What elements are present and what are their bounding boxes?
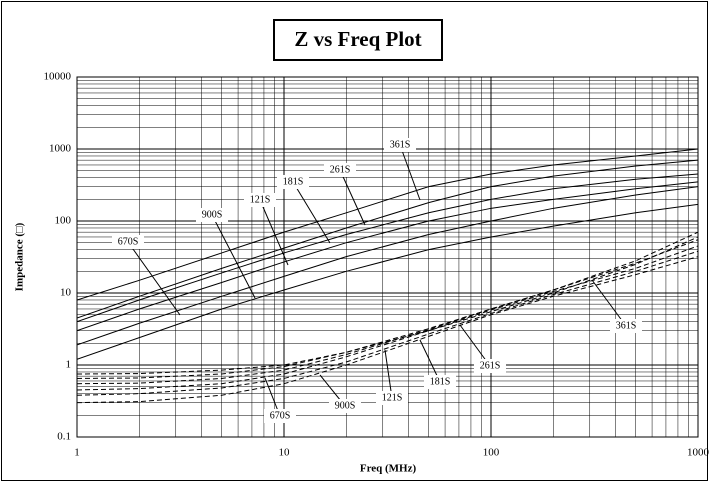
series-label: 900S [335, 400, 356, 411]
label-box [324, 163, 356, 177]
x-axis-label: Freq (MHz) [360, 463, 417, 475]
x-tick-label: 10 [279, 447, 291, 459]
label-box [196, 208, 228, 222]
series-line [77, 239, 698, 385]
series-label: 181S [283, 176, 304, 187]
x-tick-label: 1 [74, 447, 80, 459]
leader-line [211, 214, 256, 299]
series-line [77, 236, 698, 375]
leader-line [591, 279, 627, 327]
series-line [77, 245, 698, 391]
y-tick-label: 1 [66, 359, 72, 371]
label-box [384, 138, 416, 152]
y-tick-label: 10 [60, 287, 72, 299]
label-box [329, 399, 361, 413]
series-line [77, 159, 698, 319]
series-line [77, 181, 698, 332]
x-tick-label: 1000 [687, 447, 710, 459]
series-line [77, 186, 698, 346]
series-label: 361S [616, 320, 637, 331]
label-box [112, 235, 144, 249]
label-box [424, 375, 456, 389]
series-label: 900S [202, 209, 223, 220]
y-tick-label: 100 [55, 215, 72, 227]
leader-line [399, 144, 421, 201]
y-tick-label: 1000 [49, 143, 72, 155]
label-box [264, 409, 296, 423]
series-line [77, 203, 698, 360]
label-box [244, 193, 276, 207]
label-box [610, 319, 642, 333]
series-label: 261S [330, 164, 351, 175]
title-box [273, 19, 443, 61]
x-tick-label: 100 [483, 447, 500, 459]
leader-line [339, 169, 366, 226]
series-label: 261S [480, 360, 501, 371]
label-box [277, 175, 309, 189]
leader-line [127, 241, 181, 316]
series-label: 181S [430, 376, 451, 387]
chart-title: Z vs Freq Plot [294, 27, 421, 51]
y-tick-label: 10000 [44, 71, 72, 83]
series-label: 121S [250, 194, 271, 205]
series-label: 121S [382, 392, 403, 403]
series-line [77, 256, 698, 404]
series-label: 361S [390, 139, 411, 150]
leader-line [292, 181, 331, 244]
series-label: 670S [270, 410, 291, 421]
label-box [474, 359, 506, 373]
label-box [376, 391, 408, 405]
y-axis-label: Impedance (□) [14, 222, 26, 291]
series-label: 670S [118, 236, 139, 247]
series-line [77, 231, 698, 379]
series-line [77, 173, 698, 323]
leader-line [384, 349, 393, 399]
series-line [77, 148, 698, 301]
y-tick-label: 0.1 [57, 431, 71, 443]
leader-line [259, 199, 289, 266]
